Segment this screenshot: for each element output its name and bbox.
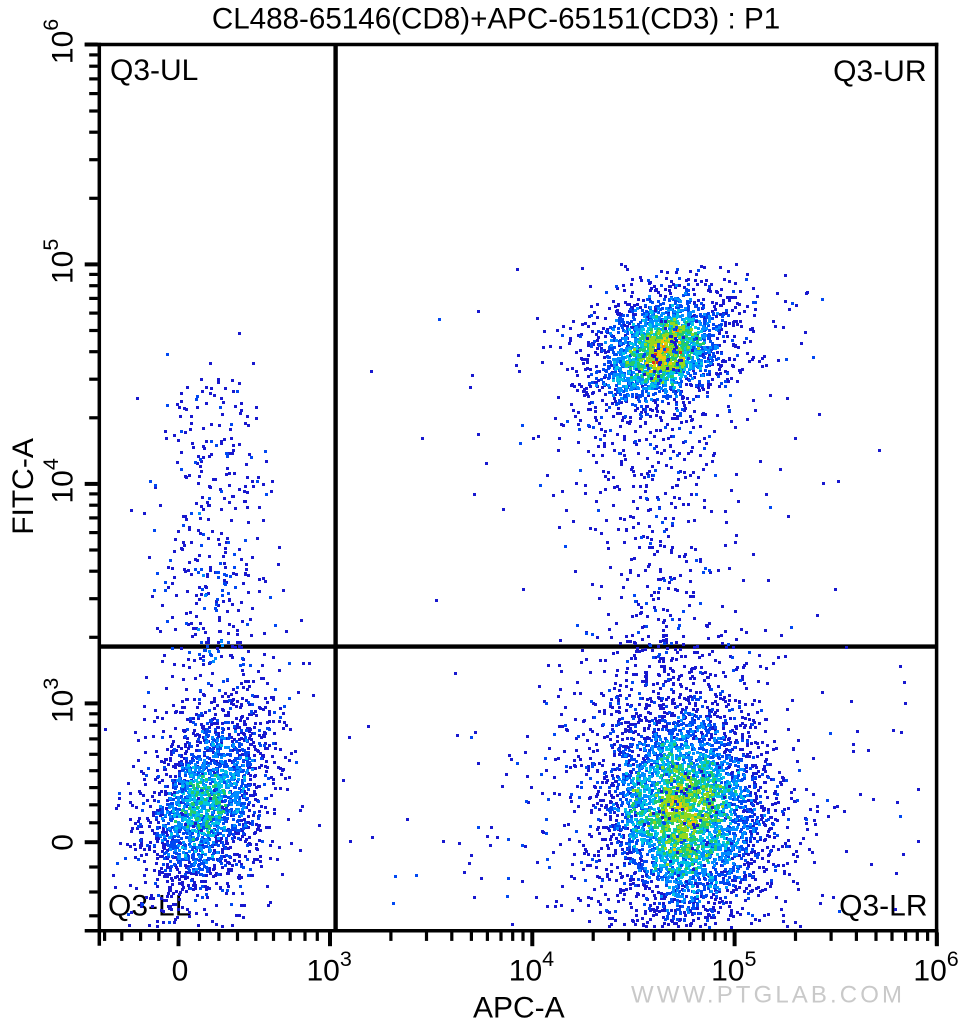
svg-text:0: 0 <box>172 955 189 988</box>
svg-text:Q3-UL: Q3-UL <box>110 54 198 87</box>
svg-text:Q3-UR: Q3-UR <box>833 55 926 88</box>
svg-text:APC-A: APC-A <box>473 992 565 1025</box>
svg-text:WWW.PTGLAB.COM: WWW.PTGLAB.COM <box>631 982 905 1009</box>
svg-text:0: 0 <box>47 834 80 851</box>
svg-text:CL488-65146(CD8)+APC-65151(CD3: CL488-65146(CD8)+APC-65151(CD3) : P1 <box>212 3 780 36</box>
svg-text:Q3-LR: Q3-LR <box>839 890 927 923</box>
svg-text:105: 105 <box>39 239 80 284</box>
svg-text:FITC-A: FITC-A <box>7 438 40 535</box>
